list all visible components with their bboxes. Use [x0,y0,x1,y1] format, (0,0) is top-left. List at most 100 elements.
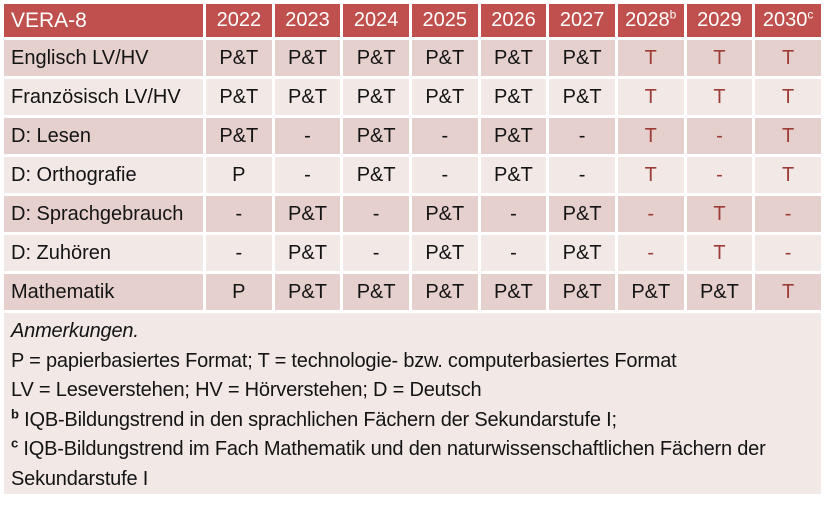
value-cell: T [755,274,821,310]
value-cell: T [617,118,684,154]
value-cell: - [206,196,272,232]
value-cell: - [411,157,478,193]
subject-label: Mathematik [4,274,203,310]
subject-label: Englisch LV/HV [4,40,203,76]
value-cell: - [686,118,753,154]
value-cell: T [686,40,753,76]
year-label: 2028 [625,9,670,31]
value-cell: - [549,118,615,154]
value-cell: P&T [411,196,478,232]
notes-abbreviation-legend: LV = Leseverstehen; HV = Hörverstehen; D… [11,379,482,401]
year-column-header: 2024 [343,4,409,37]
footnote-c: c IQB-Bildungstrend im Fach Mathematik u… [11,435,809,494]
value-cell: P&T [274,235,341,271]
year-column-header: 2030c [755,4,821,37]
subject-label: D: Orthografie [4,157,203,193]
value-cell: P&T [343,79,409,115]
year-label: 2022 [216,9,262,31]
value-cell: P&T [480,157,547,193]
notes-heading: Anmerkungen. [11,320,139,342]
footnote-b-text: IQB-Bildungstrend in den sprachlichen Fä… [24,408,617,431]
value-cell: P&T [343,40,409,76]
value-cell: T [755,157,821,193]
notes-format-legend: P = papierbasiertes Format; T = technolo… [11,349,677,372]
value-cell: - [206,235,272,271]
value-cell: P&T [274,274,341,310]
value-cell: T [686,235,753,271]
notes-block: Anmerkungen. P = papierbasiertes Format;… [4,313,821,494]
value-cell: T [686,79,753,115]
value-cell: T [755,40,821,76]
table-row: D: Lesen P&T - P&T - P&T - T - T [4,118,821,154]
value-cell: T [686,196,753,232]
value-cell: P&T [343,157,409,193]
value-cell: T [617,40,684,76]
value-cell: - [549,157,615,193]
year-label: 2026 [491,9,536,31]
value-cell: P&T [411,274,478,310]
year-label: 2024 [353,9,399,31]
year-label: 2027 [559,9,605,31]
value-cell: P&T [343,118,409,154]
value-cell: P&T [549,274,615,310]
table-row: D: Zuhören - P&T - P&T - P&T - T - [4,235,821,271]
value-cell: - [755,235,821,271]
footnote-marker: c [807,7,814,22]
value-cell: - [480,196,547,232]
value-cell: P&T [206,79,272,115]
footnote-c-text: IQB-Bildungstrend im Fach Mathematik und… [11,438,766,490]
value-cell: P&T [686,274,753,310]
footnote-b-marker: b [11,405,19,421]
value-cell: P&T [343,274,409,310]
year-column-header: 2022 [206,4,272,37]
value-cell: - [480,235,547,271]
value-cell: P [206,157,272,193]
value-cell: - [343,235,409,271]
value-cell: P&T [411,40,478,76]
table-row: Englisch LV/HV P&T P&T P&T P&T P&T P&T T T T [4,40,821,76]
value-cell: T [617,157,684,193]
footnote-b: b IQB-Bildungstrend in den sprachlichen … [11,406,809,436]
value-cell: - [617,196,684,232]
year-column-header: 2028b [617,4,684,37]
year-column-header: 2023 [274,4,341,37]
value-cell: P&T [549,235,615,271]
value-cell: - [617,235,684,271]
value-cell: P&T [206,40,272,76]
value-cell: P&T [480,79,547,115]
year-label: 2030 [762,9,808,31]
year-column-header: 2025 [411,4,478,37]
year-column-header: 2029 [686,4,753,37]
value-cell: P&T [411,235,478,271]
table-title: VERA-8 [4,4,203,37]
footnote-marker: b [669,7,677,22]
vera8-schedule-table: VERA-8 2022 2023 2024 2025 2026 2027 2028b 2029… [1,1,824,313]
table-row: Mathematik P P&T P&T P&T P&T P&T P&T P&T T [4,274,821,310]
year-label: 2025 [422,9,468,31]
value-cell: P&T [480,118,547,154]
value-cell: - [274,118,341,154]
subject-label: D: Zuhören [4,235,203,271]
value-cell: T [617,79,684,115]
value-cell: P [206,274,272,310]
value-cell: - [755,196,821,232]
value-cell: P&T [206,118,272,154]
subject-label: D: Lesen [4,118,203,154]
value-cell: P&T [480,274,547,310]
value-cell: T [755,79,821,115]
table-row: Französisch LV/HV P&T P&T P&T P&T P&T P&T T T T [4,79,821,115]
footnote-c-marker: c [11,435,19,451]
value-cell: P&T [549,196,615,232]
year-label: 2023 [285,9,330,31]
value-cell: P&T [549,79,615,115]
value-cell: P&T [549,40,615,76]
value-cell: P&T [480,40,547,76]
value-cell: P&T [274,79,341,115]
subject-label: Französisch LV/HV [4,79,203,115]
value-cell: P&T [617,274,684,310]
value-cell: - [411,118,478,154]
value-cell: P&T [274,40,341,76]
year-label: 2029 [697,9,742,31]
table-header-row: VERA-8 2022 2023 2024 2025 2026 2027 2028b 2029… [4,4,821,37]
